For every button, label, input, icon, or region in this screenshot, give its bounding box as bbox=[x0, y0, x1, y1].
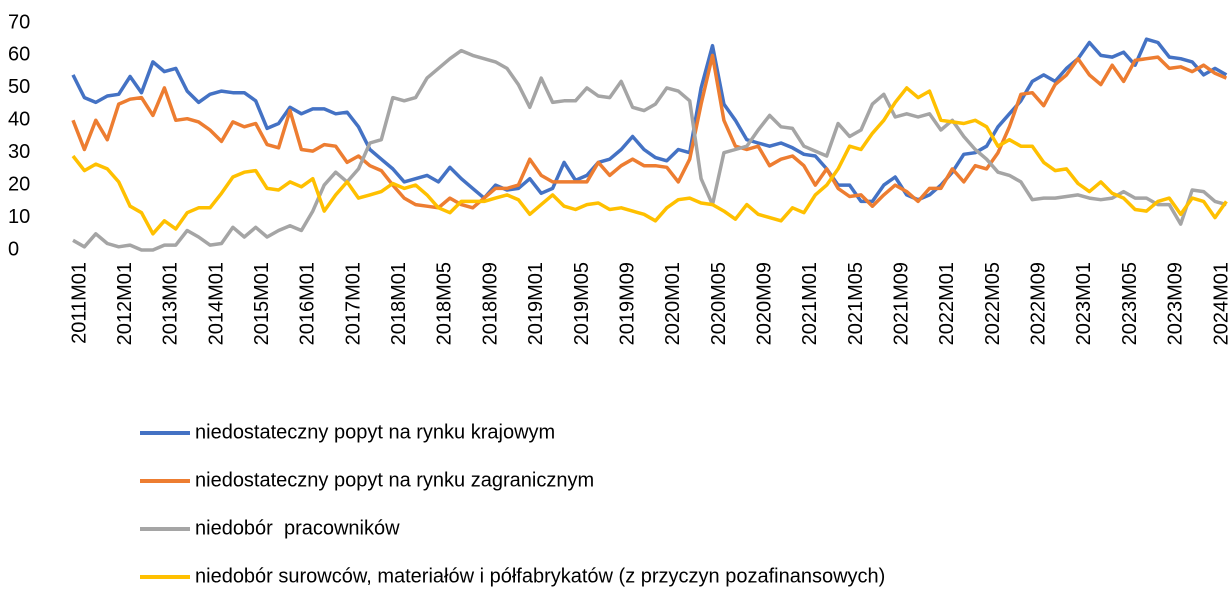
x-tick-label: 2016M01 bbox=[297, 262, 319, 345]
y-tick-label: 40 bbox=[8, 109, 30, 131]
legend-label: niedobór surowców, materiałów i półfabry… bbox=[195, 565, 885, 587]
x-tick-label: 2020M01 bbox=[662, 262, 684, 345]
x-tick-label: 2023M01 bbox=[1073, 262, 1095, 345]
series-line bbox=[71, 53, 1228, 210]
x-tick-label: 2023M09 bbox=[1165, 262, 1187, 345]
x-tick-label: 2020M09 bbox=[753, 262, 775, 345]
x-tick-label: 2021M05 bbox=[845, 262, 867, 345]
x-tick-label: 2017M01 bbox=[342, 262, 364, 345]
x-tick-label: 2022M05 bbox=[982, 262, 1004, 345]
x-tick-label: 2019M05 bbox=[571, 262, 593, 345]
x-tick-label: 2023M05 bbox=[1119, 262, 1141, 345]
x-tick-label: 2018M09 bbox=[479, 262, 501, 345]
y-tick-label: 50 bbox=[8, 76, 30, 98]
series-line bbox=[71, 86, 1228, 236]
legend-label: niedostateczny popyt na rynku krajowym bbox=[195, 421, 555, 443]
series-line bbox=[71, 37, 1228, 204]
y-tick-label: 70 bbox=[8, 11, 30, 33]
x-tick-label: 2012M01 bbox=[114, 262, 136, 345]
y-tick-label: 30 bbox=[8, 141, 30, 163]
x-tick-label: 2024M01 bbox=[1210, 262, 1231, 345]
x-tick-label: 2014M01 bbox=[205, 262, 227, 345]
series-line bbox=[72, 48, 1227, 252]
x-tick-label: 2020M05 bbox=[708, 262, 730, 345]
x-tick-label: 2019M01 bbox=[525, 262, 547, 345]
x-tick-label: 2021M01 bbox=[799, 262, 821, 345]
x-tick-label: 2021M09 bbox=[891, 262, 913, 345]
x-tick-label: 2022M09 bbox=[1028, 262, 1050, 345]
x-tick-label: 2018M01 bbox=[388, 262, 410, 345]
x-tick-label: 2019M09 bbox=[616, 262, 638, 345]
y-tick-label: 20 bbox=[8, 173, 30, 195]
x-tick-label: 2011M01 bbox=[68, 262, 90, 344]
x-tick-label: 2022M01 bbox=[936, 262, 958, 345]
x-tick-label: 2015M01 bbox=[251, 262, 273, 345]
x-tick-label: 2013M01 bbox=[160, 262, 182, 345]
legend-label: niedostateczny popyt na rynku zagraniczn… bbox=[195, 469, 594, 491]
y-tick-label: 0 bbox=[8, 238, 19, 260]
y-tick-label: 60 bbox=[8, 44, 30, 66]
x-tick-label: 2018M05 bbox=[434, 262, 456, 345]
y-tick-label: 10 bbox=[8, 206, 30, 228]
legend-label: niedobór pracowników bbox=[195, 517, 400, 539]
